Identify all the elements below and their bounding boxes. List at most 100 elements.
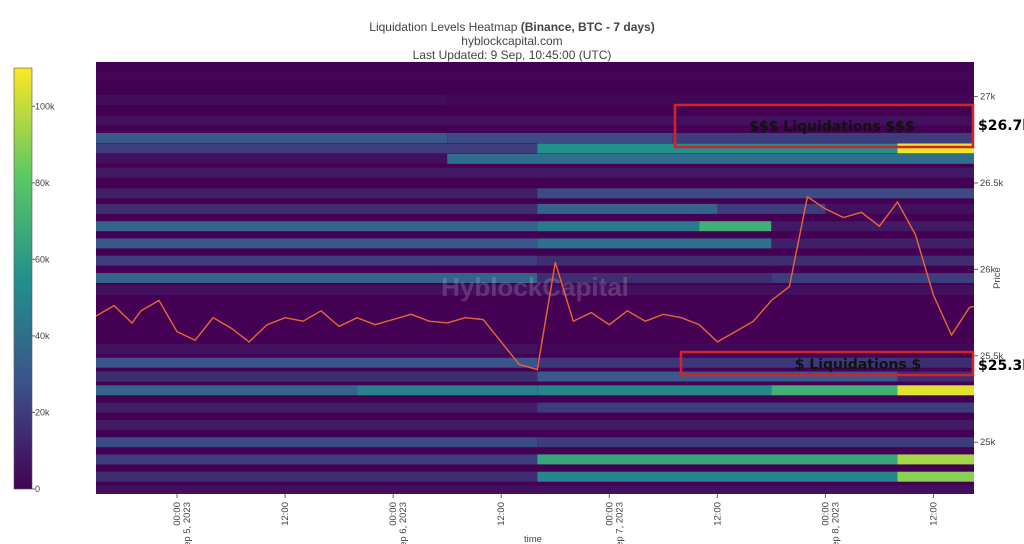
colorbar-ticks: 0 20k 40k 60k 80k 100k (32, 101, 55, 494)
lower-liquidation-box (679, 350, 975, 377)
heatmap-cell (699, 221, 772, 232)
heatmap-cell (96, 357, 538, 368)
x-tick-label: 12:00 (280, 502, 291, 526)
colorbar-tick-label: 20k (35, 407, 50, 417)
chart-title-bold: (Binance, BTC - 7 days) (521, 20, 655, 34)
heatmap-cell (447, 95, 974, 105)
heatmap-cell (96, 255, 538, 266)
lower-liquidation-label: $ Liquidations $ (795, 357, 922, 373)
heatmap-cell (96, 419, 974, 430)
y-tick-label: 27k (980, 92, 996, 103)
watermark: HyblockCapital (441, 272, 629, 302)
x-tick-label: 12:00 (496, 502, 507, 526)
x-tick-label: 00:00 (820, 502, 831, 526)
colorbar-tick-label: 60k (35, 254, 50, 264)
y-tick-label: 26k (980, 264, 996, 275)
heatmap-cell (96, 95, 448, 105)
heatmap-cell (357, 385, 538, 396)
heatmap-cell (537, 454, 898, 465)
x-tick-date-label: Sep 8, 2023 (830, 502, 841, 544)
heatmap-cell (771, 238, 974, 249)
heatmap-cell (771, 255, 974, 266)
heatmap-cell (96, 385, 358, 396)
y-tick-label: 25k (980, 437, 996, 448)
heatmap-cell (537, 357, 898, 368)
heatmap-cell (96, 188, 538, 199)
heatmap-cell (825, 203, 974, 214)
heatmap-cell (96, 167, 974, 178)
heatmap-cell (96, 115, 974, 126)
heatmap-cell (447, 153, 974, 164)
colorbar-tick-label: 0 (35, 484, 40, 494)
heatmap-cell (96, 471, 538, 482)
heatmap-cell (537, 188, 974, 199)
heatmap-cell (537, 402, 974, 413)
heatmap-cell (771, 221, 974, 232)
heatmap-cell (897, 471, 974, 482)
heatmap-cell (537, 471, 898, 482)
x-tick-label: 12:00 (712, 502, 723, 526)
colorbar-tick-label: 40k (35, 331, 50, 341)
heatmap-cell (897, 385, 974, 396)
heatmap-cell (96, 153, 448, 164)
heatmap-cell (771, 385, 898, 396)
heatmap-cell (96, 133, 448, 143)
heatmap-cells (96, 70, 974, 494)
x-tick-date-label: Sep 6, 2023 (398, 502, 409, 544)
heatmap-cell (537, 255, 772, 266)
x-tick-label: 00:00 (604, 502, 615, 526)
heatmap-cell (96, 454, 538, 465)
y-axis-title: Price (992, 267, 1003, 289)
heatmap-cell (897, 357, 974, 368)
heatmap-cell (96, 285, 974, 296)
x-axis: 00:00 Sep 5, 2023 12:00 00:00 Sep 6, 2023 12:… (172, 494, 939, 544)
price-series-line (96, 195, 974, 371)
upper-liquidation-label: $$$ Liquidations $$$ (749, 119, 915, 135)
heatmap-cell (537, 437, 974, 448)
heatmap-cell (96, 143, 538, 154)
heatmap-cell (96, 371, 538, 382)
x-tick-date-label: Sep 7, 2023 (614, 502, 625, 544)
heatmap-cell (537, 143, 898, 154)
x-tick-label: 12:00 (928, 502, 939, 526)
colorbar-tick-label: 100k (35, 101, 55, 111)
x-tick-label: 00:00 (388, 502, 399, 526)
chart-subtitle-site: hyblockcapital.com (461, 34, 562, 48)
y-axis: 25k 25.5k 26k 26.5k 27k (974, 92, 1003, 448)
heatmap-cell (897, 371, 974, 382)
heatmap-cell (771, 273, 974, 283)
heatmap-cell (96, 343, 538, 354)
heatmap-cell (537, 273, 772, 283)
heatmap-cell (537, 385, 772, 396)
colorbar (13, 67, 33, 490)
heatmap-cell (537, 203, 718, 214)
chart-last-updated: Last Updated: 9 Sep, 10:45:00 (UTC) (413, 48, 612, 62)
heatmap-cell (447, 133, 673, 143)
heatmap-cell (537, 238, 772, 249)
heatmap-cell (96, 485, 974, 494)
heatmap-cell (96, 402, 538, 413)
chart-title-main: Liquidation Levels Heatmap (369, 20, 520, 34)
heatmap-cell (537, 371, 898, 382)
heatmap-cell (897, 454, 974, 465)
heatmap-cell (96, 238, 538, 249)
heatmap-cell (537, 343, 974, 354)
x-tick-date-label: Sep 5, 2023 (182, 502, 193, 544)
x-tick-label: 00:00 (172, 502, 183, 526)
upper-liquidation-box (673, 103, 975, 149)
heatmap-cell (96, 203, 538, 214)
colorbar-tick-label: 80k (35, 178, 50, 188)
heatmap-cell (717, 203, 826, 214)
heatmap-cell (96, 221, 538, 232)
lower-price-label: $25.3k (978, 358, 1024, 374)
x-axis-title: time (524, 534, 542, 544)
heatmap-cell (96, 437, 538, 448)
chart-title: Liquidation Levels Heatmap (Binance, BTC… (369, 20, 654, 34)
heatmap-cell (672, 133, 974, 143)
upper-price-label: $26.7k (978, 118, 1024, 134)
heatmap-cell (96, 70, 974, 81)
heatmap-cell (897, 143, 974, 154)
heatmap-cell (537, 221, 700, 232)
y-tick-label: 25.5k (980, 351, 1003, 362)
